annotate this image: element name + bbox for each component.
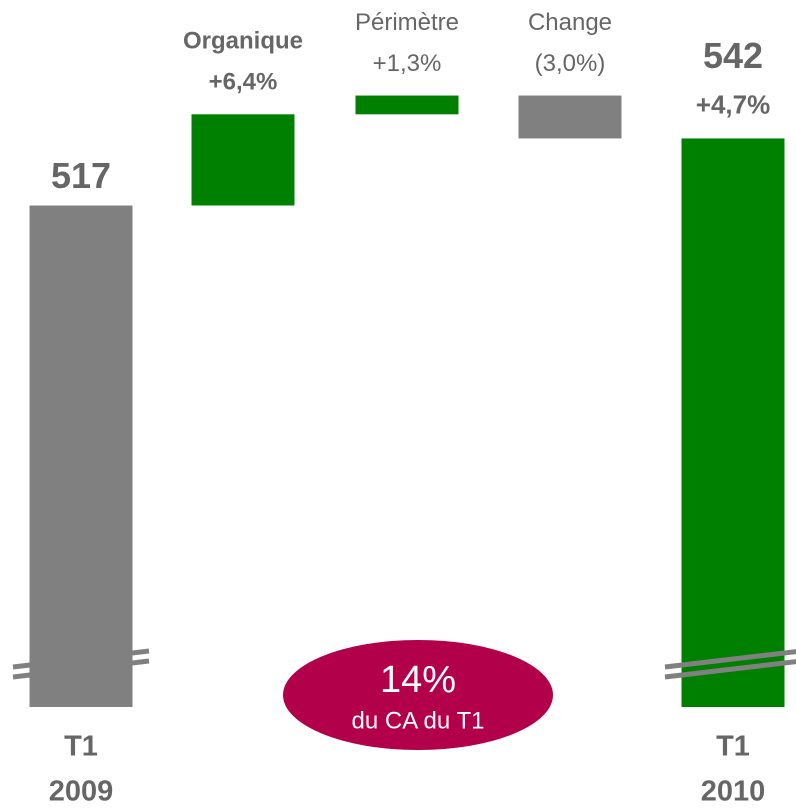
category-label: Organique xyxy=(183,28,303,55)
annotation-text: du CA du T1 xyxy=(352,707,485,734)
bar xyxy=(191,114,295,206)
category-label: T1 xyxy=(64,731,98,763)
category-label: 2010 xyxy=(701,776,766,808)
change-label: +4,7% xyxy=(696,89,770,119)
category-label: Change xyxy=(528,9,612,36)
change-label: +1,3% xyxy=(373,50,442,77)
bar xyxy=(355,95,459,115)
axis-break xyxy=(664,649,796,670)
change-label: (3,0%) xyxy=(535,50,606,77)
annotation-bubble xyxy=(283,640,553,750)
value-label: 542 xyxy=(703,35,763,76)
axis-break xyxy=(664,659,796,680)
value-label: 517 xyxy=(51,155,111,196)
annotation-text: 14% xyxy=(380,659,456,701)
category-label: Périmètre xyxy=(355,9,459,36)
category-label: T1 xyxy=(716,731,750,763)
bar xyxy=(518,95,622,139)
category-label: 2009 xyxy=(49,776,114,808)
bar xyxy=(29,205,133,707)
axis-break xyxy=(12,648,150,670)
bar xyxy=(681,138,785,708)
change-label: +6,4% xyxy=(209,69,278,96)
axis-break xyxy=(12,658,150,680)
